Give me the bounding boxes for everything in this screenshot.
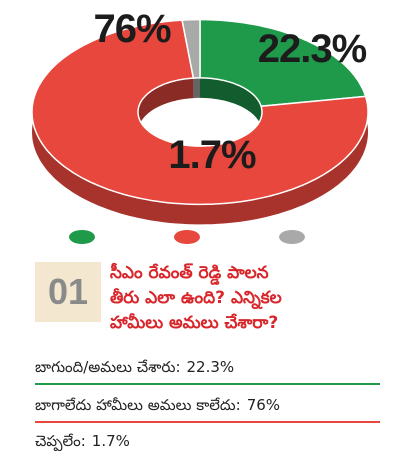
slice-inner-wall	[193, 77, 200, 99]
slice-inner-wall	[200, 77, 262, 127]
legend-key	[69, 230, 95, 244]
value-label: 22.3%	[258, 27, 367, 71]
option-label: బాగుంది/అమలు చేశారు:	[35, 358, 181, 376]
value-label: 1.7%	[168, 133, 256, 177]
question-line: తీరు ఎలా ఉంది? ఎన్నికల	[110, 288, 282, 310]
donut-tops	[31, 18, 369, 206]
legend-key	[174, 230, 200, 244]
legend	[69, 230, 305, 244]
option: బాగాలేదు హామీలు అమలు కాలేదు: 76%	[35, 396, 280, 414]
option-value: 1.7%	[92, 432, 130, 450]
slice	[181, 18, 201, 79]
question-number: 01	[48, 271, 88, 312]
option: బాగుంది/అమలు చేశారు: 22.3%	[35, 358, 234, 376]
option-value: 22.3%	[187, 358, 235, 376]
option-label: చెప్పలేం:	[35, 432, 86, 452]
option: చెప్పలేం: 1.7%	[35, 432, 130, 452]
legend-key	[279, 230, 305, 244]
option-label: బాగాలేదు హామీలు అమలు కాలేదు:	[35, 396, 241, 414]
question-line: సీఎం రేవంత్ రెడ్డి పాలన	[110, 262, 269, 285]
value-labels: 22.3% 76% 1.7%	[93, 7, 367, 177]
value-label: 76%	[93, 7, 170, 51]
option-value: 76%	[247, 396, 280, 414]
question-line: హామీలు అమలు చేశారా?	[110, 313, 278, 333]
number-box	[35, 262, 101, 322]
options: బాగుంది/అమలు చేశారు: 22.3% బాగాలేదు హామీలు…	[35, 358, 380, 452]
